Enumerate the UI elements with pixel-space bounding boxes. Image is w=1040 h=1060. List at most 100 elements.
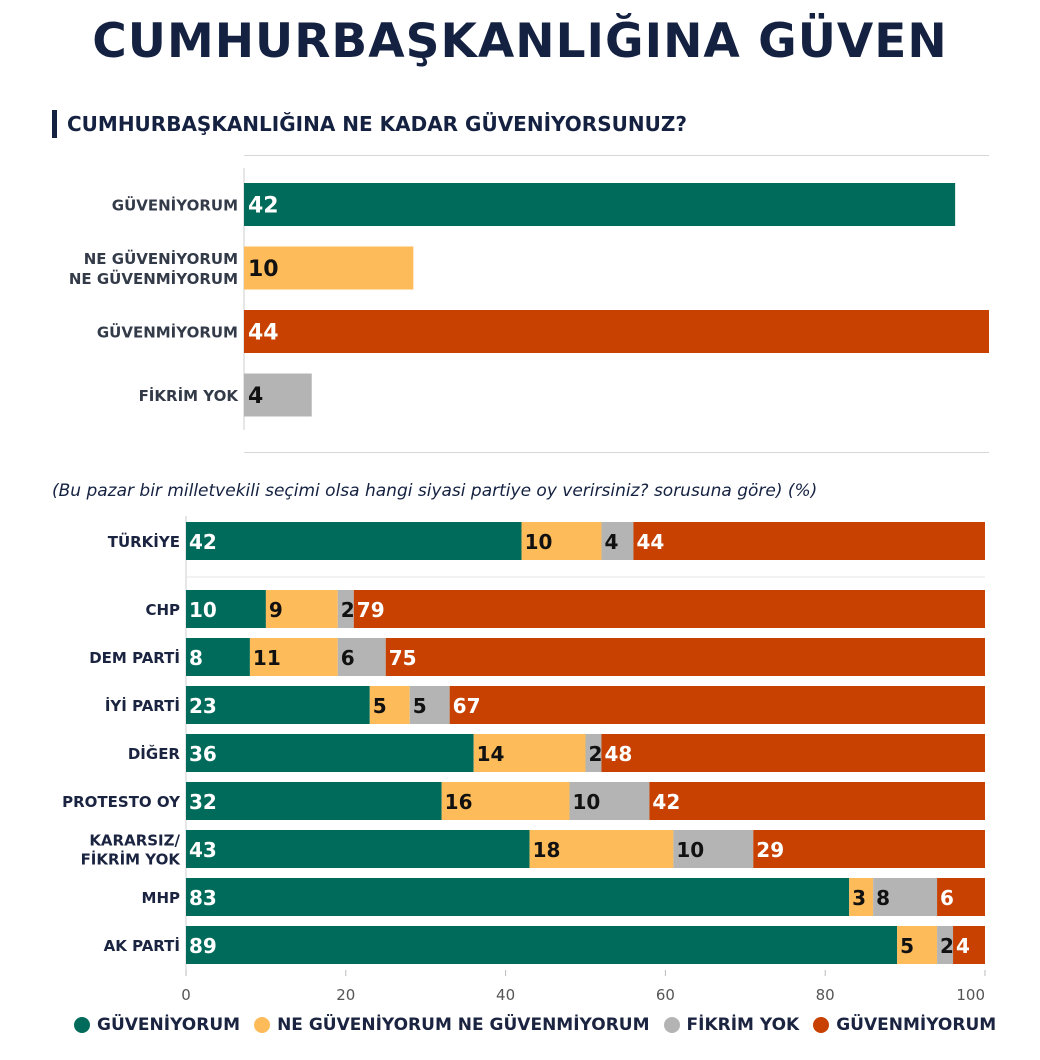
legend-item-0: GÜVENİYORUM [74, 1015, 240, 1035]
legend-label-2: FİKRİM YOK [686, 1015, 800, 1035]
segment-label-6-3: 29 [756, 838, 784, 862]
segment-4-2 [585, 734, 602, 772]
segment-label-1-0: 10 [189, 598, 217, 622]
segment-label-2-2: 6 [341, 646, 355, 670]
segment-label-5-3: 42 [652, 790, 680, 814]
row-label-0-0: TÜRKİYE [108, 532, 180, 551]
segment-6-1 [529, 830, 674, 868]
legend-swatch-3 [813, 1017, 830, 1033]
segment-1-3 [353, 590, 985, 628]
segment-0-3 [633, 522, 985, 560]
legend-label-0: GÜVENİYORUM [97, 1015, 241, 1035]
segment-2-3 [385, 638, 985, 676]
segment-label-3-1: 5 [373, 694, 387, 718]
row-label-4-0: DİĞER [128, 744, 181, 763]
bar-value-label-3: 4 [248, 384, 263, 409]
section-title: CUMHURBAŞKANLIĞINA NE KADAR GÜVENİYORSUN… [52, 110, 687, 138]
segment-2-2 [337, 638, 386, 676]
segment-0-0 [186, 522, 522, 560]
segment-label-2-0: 8 [189, 646, 203, 670]
segment-0-1 [521, 522, 602, 560]
row-label-7-0: MHP [142, 889, 180, 907]
segment-1-1 [265, 590, 338, 628]
row-label-5-0: PROTESTO OY [62, 793, 181, 811]
segment-7-3 [937, 878, 985, 916]
row-label-1-0: CHP [145, 601, 180, 619]
middle-divider [244, 452, 989, 453]
row-label-2-0: DEM PARTİ [89, 648, 180, 667]
segment-3-1 [369, 686, 410, 724]
segment-label-8-0: 89 [189, 934, 217, 958]
legend-swatch-2 [663, 1017, 680, 1033]
segment-label-7-0: 83 [189, 886, 217, 910]
legend-item-2: FİKRİM YOK [663, 1015, 800, 1035]
segment-5-1 [441, 782, 570, 820]
legend-swatch-1 [254, 1017, 271, 1033]
segment-4-0 [186, 734, 474, 772]
segment-6-2 [673, 830, 754, 868]
segment-label-8-1: 5 [900, 934, 914, 958]
segment-7-0 [186, 878, 850, 916]
x-tick-label-5: 100 [956, 986, 985, 1004]
category-label-0-0: GÜVENİYORUM [112, 196, 238, 215]
segment-8-2 [937, 926, 954, 964]
segment-label-8-3: 4 [956, 934, 970, 958]
segment-6-0 [186, 830, 530, 868]
segment-0-2 [601, 522, 634, 560]
segment-7-2 [873, 878, 938, 916]
segment-2-0 [186, 638, 250, 676]
category-label-2-0: GÜVENMİYORUM [97, 323, 238, 342]
row-label-6-0: KARARSIZ/ [89, 832, 180, 850]
segment-label-0-1: 10 [525, 530, 553, 554]
legend-swatch-0 [74, 1017, 90, 1033]
segment-2-1 [249, 638, 338, 676]
segment-5-3 [649, 782, 985, 820]
page-title: CUMHURBAŞKANLIĞINA GÜVEN [92, 14, 948, 69]
bar-2 [244, 310, 989, 353]
legend-label-3: GÜVENMİYORUM [836, 1015, 997, 1035]
legend-item-3: GÜVENMİYORUM [813, 1015, 996, 1035]
x-tick-label-0: 0 [181, 986, 191, 1004]
segment-label-4-3: 48 [604, 742, 632, 766]
category-label-3-0: FİKRİM YOK [139, 386, 240, 405]
row-label-8-0: AK PARTİ [104, 936, 180, 955]
bar-1 [244, 246, 414, 290]
segment-5-0 [186, 782, 442, 820]
segment-label-4-2: 2 [589, 742, 603, 766]
bar-3 [244, 373, 312, 417]
segment-label-6-1: 18 [533, 838, 561, 862]
segment-label-1-2: 2 [341, 598, 355, 622]
segment-4-3 [601, 734, 985, 772]
segment-1-0 [186, 590, 266, 628]
segment-1-2 [337, 590, 354, 628]
segment-4-1 [473, 734, 586, 772]
bar-value-label-1: 10 [248, 257, 279, 282]
segment-label-2-1: 11 [253, 646, 281, 670]
segment-3-3 [449, 686, 985, 724]
x-tick-label-1: 20 [336, 986, 355, 1004]
segment-label-0-0: 42 [189, 530, 217, 554]
segment-label-2-3: 75 [389, 646, 417, 670]
top-divider [244, 155, 989, 156]
segment-8-1 [897, 926, 938, 964]
chart-subtitle: (Bu pazar bir milletvekili seçimi olsa h… [52, 481, 818, 501]
segment-label-0-3: 44 [636, 530, 664, 554]
segment-label-7-2: 8 [876, 886, 890, 910]
x-tick-label-4: 80 [816, 986, 835, 1004]
x-tick-label-3: 60 [656, 986, 675, 1004]
category-label-1-0: NE GÜVENİYORUM [84, 249, 238, 268]
category-label-1-1: NE GÜVENMİYORUM [69, 269, 238, 288]
segment-label-3-0: 23 [189, 694, 217, 718]
segment-label-8-2: 2 [940, 934, 954, 958]
segment-label-4-0: 36 [189, 742, 217, 766]
legend-item-1: NE GÜVENİYORUM NE GÜVENMİYORUM [254, 1015, 650, 1035]
segment-5-2 [569, 782, 650, 820]
segment-label-1-1: 9 [269, 598, 283, 622]
segment-3-2 [409, 686, 450, 724]
x-tick-label-2: 40 [496, 986, 515, 1004]
segment-label-5-1: 16 [445, 790, 473, 814]
segment-label-7-1: 3 [852, 886, 866, 910]
segment-label-6-0: 43 [189, 838, 217, 862]
